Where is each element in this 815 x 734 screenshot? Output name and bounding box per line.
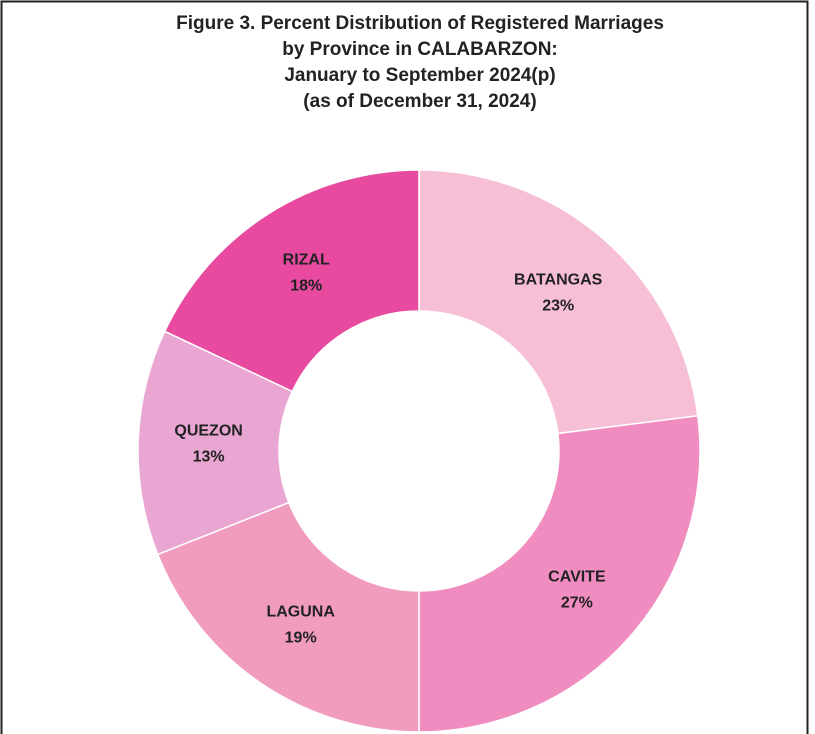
donut-slice — [163, 169, 420, 393]
chart-title: January to September 2024(p) — [284, 65, 555, 86]
donut-slice — [418, 169, 699, 435]
slice-label: QUEZON — [174, 423, 242, 440]
donut-slice — [418, 414, 701, 733]
value-label: 27% — [561, 594, 593, 611]
value-label: 18% — [290, 277, 322, 294]
slice-label: BATANGAS — [514, 271, 603, 288]
donut: BATANGAS 23% CAVITE 27% LAGUNA 19% QUEZON 13% RI… — [137, 169, 701, 733]
chart-title: by Province in CALABARZON: — [282, 39, 558, 60]
slice-label: CAVITE — [548, 568, 606, 585]
slice-label: RIZAL — [283, 251, 330, 268]
value-label: 19% — [285, 629, 317, 646]
chart-title: (as of December 31, 2024) — [303, 91, 536, 112]
title-block: Figure 3. Percent Distribution of Regist… — [176, 13, 664, 112]
value-label: 23% — [542, 297, 574, 314]
chart-title: Figure 3. Percent Distribution of Regist… — [176, 13, 664, 34]
donut-slice — [156, 501, 420, 733]
value-label: 13% — [193, 449, 225, 466]
donut-slice — [137, 330, 294, 556]
slice-label: LAGUNA — [266, 603, 335, 620]
